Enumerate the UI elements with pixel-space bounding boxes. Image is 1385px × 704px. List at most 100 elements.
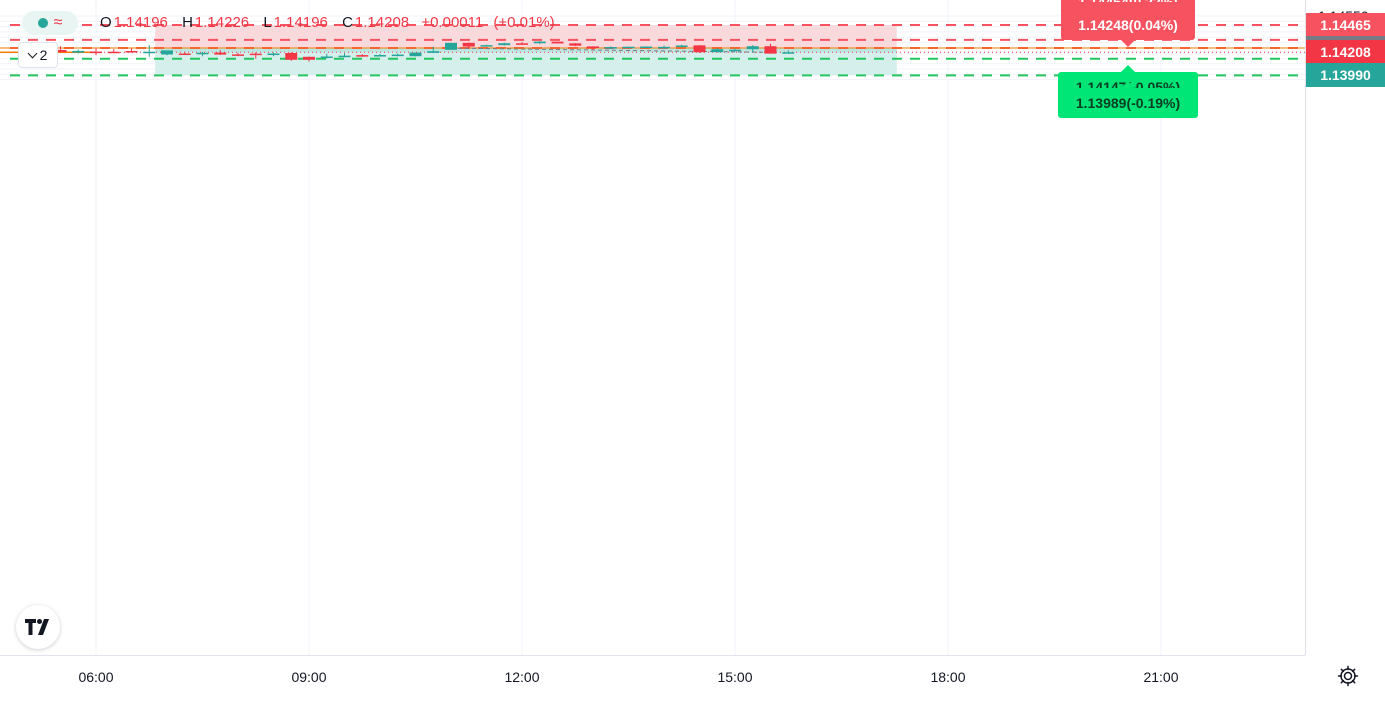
candle-body xyxy=(374,55,386,57)
candle xyxy=(72,49,85,54)
candle xyxy=(445,42,457,50)
gear-icon[interactable] xyxy=(1336,664,1360,688)
candle xyxy=(303,56,315,62)
candle xyxy=(427,46,440,53)
candle xyxy=(90,48,102,56)
callout-red: 1.14248(0.04%) xyxy=(1061,10,1195,47)
candle xyxy=(178,51,191,56)
low-value: 1.14196 xyxy=(273,14,328,31)
candle xyxy=(693,45,706,53)
green-dot-icon xyxy=(37,18,48,28)
candle-body xyxy=(569,43,582,46)
candle xyxy=(320,53,333,59)
candle-body xyxy=(587,46,599,49)
change-percent: (+0.01%) xyxy=(493,14,555,31)
candle-body xyxy=(729,49,741,52)
candle xyxy=(551,41,564,44)
candle-body xyxy=(267,53,280,56)
high-value: 1.14226 xyxy=(194,14,250,31)
candle xyxy=(658,45,670,49)
candlestick-chart[interactable] xyxy=(0,0,1305,655)
candle xyxy=(587,46,599,51)
candle-body xyxy=(480,45,493,47)
candle-body xyxy=(462,42,475,47)
open-pnl-zone xyxy=(155,48,897,53)
open-value: 1.14196 xyxy=(113,14,168,31)
candle-body xyxy=(409,52,422,57)
candle xyxy=(729,48,741,52)
candle-body xyxy=(658,46,670,49)
candle xyxy=(746,45,759,53)
candle xyxy=(764,43,777,54)
candle xyxy=(125,48,138,53)
candle-body xyxy=(711,49,724,53)
callout-green: 1.13989(-0.19%) xyxy=(1058,81,1198,119)
wave-icon: ≈ xyxy=(53,14,63,31)
candle xyxy=(782,50,795,54)
candle-body xyxy=(338,55,351,58)
open-label: O xyxy=(100,14,112,31)
candle xyxy=(249,52,262,59)
tradingview-logo-icon[interactable] xyxy=(16,605,60,649)
candle xyxy=(267,52,280,57)
low-label: L xyxy=(263,14,272,31)
candle-body xyxy=(178,53,191,56)
candle xyxy=(533,41,546,44)
candle-body xyxy=(391,54,404,57)
candle-body xyxy=(54,49,67,53)
candle xyxy=(516,41,528,45)
candle xyxy=(196,52,209,57)
tv-logo-mark xyxy=(25,619,49,635)
candle xyxy=(107,49,120,54)
candle-body xyxy=(320,56,333,58)
candle-body xyxy=(196,52,209,55)
price-tag: 1.13990 xyxy=(1306,63,1385,88)
legend-toggle[interactable]: ≈ xyxy=(22,11,78,35)
candle-body xyxy=(90,51,102,54)
candle-body xyxy=(445,42,457,50)
candle xyxy=(711,48,724,53)
chevron-down-icon xyxy=(27,48,38,58)
time-tick-label: 15:00 xyxy=(717,669,752,685)
collapse-indicators-button[interactable]: 2 xyxy=(18,42,58,68)
candle-body xyxy=(622,46,635,49)
candle xyxy=(622,46,635,49)
candle-body xyxy=(782,52,795,54)
candle-body xyxy=(161,50,173,55)
candle xyxy=(391,53,404,57)
candle-body xyxy=(72,50,85,53)
candle xyxy=(232,52,244,57)
gear-glyph xyxy=(1337,665,1359,687)
candle xyxy=(640,46,653,49)
candle-body xyxy=(232,54,244,56)
candle-body xyxy=(551,41,564,44)
candle-body xyxy=(214,52,227,55)
candle xyxy=(675,44,688,48)
candle xyxy=(338,53,351,58)
candle xyxy=(498,42,511,46)
time-tick-label: 12:00 xyxy=(504,669,539,685)
change-value: +0.00011 xyxy=(421,14,484,31)
candle xyxy=(356,53,369,57)
close-label: C xyxy=(342,14,353,31)
indicator-count: 2 xyxy=(39,47,48,63)
candle xyxy=(214,49,227,55)
candle xyxy=(569,43,582,47)
candle-body xyxy=(285,52,298,60)
stop-loss-zone xyxy=(155,25,897,49)
candle-body xyxy=(125,50,138,53)
close-value: 1.14208 xyxy=(354,14,410,31)
candle xyxy=(285,52,298,61)
price-scale[interactable]: 1.145501.145001.144501.144001.143501.143… xyxy=(1305,0,1385,655)
price-scale-ticks: 1.145501.145001.144501.144001.143501.143… xyxy=(1318,8,1369,88)
chart-pane[interactable]: ≈ O 1.14196 H 1.14226 L 1.14196 C 1.14208 +0… xyxy=(0,0,1305,655)
candle-body xyxy=(533,41,546,44)
high-label: H xyxy=(182,14,193,31)
candle-body xyxy=(143,51,156,54)
time-scale[interactable]: 06:00 09:00 12:00 15:00 18:00 21:00 xyxy=(0,655,1305,698)
candle xyxy=(54,46,67,53)
price-tag: 1.14465 xyxy=(1306,13,1385,37)
candle xyxy=(462,42,475,49)
candle xyxy=(480,44,493,47)
candle-body xyxy=(303,56,315,60)
